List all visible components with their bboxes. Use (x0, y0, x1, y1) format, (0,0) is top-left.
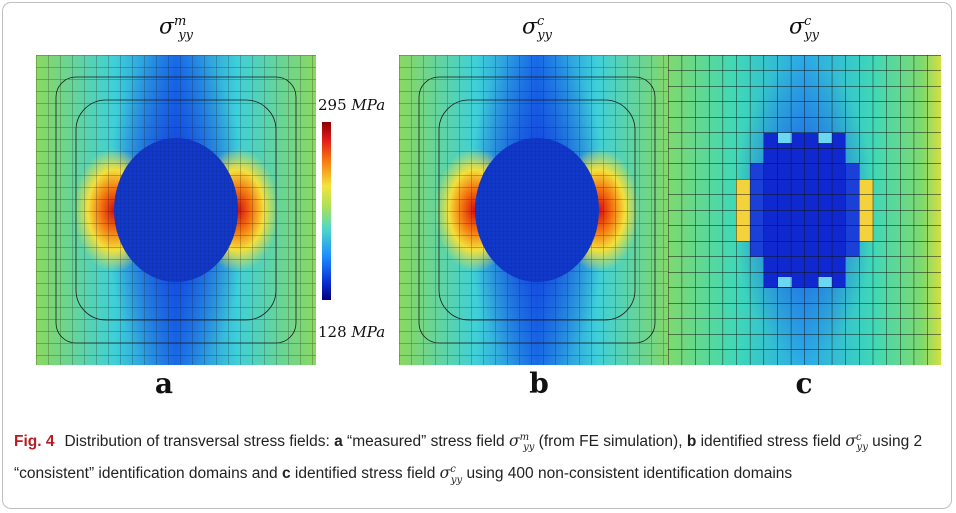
caption-symbol-m: σmyy (508, 432, 535, 454)
panel-b-letter: b (529, 367, 549, 400)
stress-field-plot-c (668, 55, 941, 365)
colorbar (322, 122, 331, 300)
panel-c-letter: c (795, 367, 813, 400)
panel-b-title: σcyy (521, 14, 552, 43)
panel-c-title: σcyy (788, 14, 819, 43)
caption-symbol-c: σcyy (439, 464, 463, 486)
caption-symbol-c: σcyy (845, 432, 868, 454)
panel-a-letter: a (154, 367, 174, 400)
stress-field-plot-a (36, 55, 316, 365)
panel-a-title: σmyy (158, 14, 194, 43)
colorbar-max-label: 295 MPa (318, 96, 386, 114)
figure-number: Fig. 4 (14, 433, 55, 451)
figure-caption: Fig. 4 Distribution of transversal stress… (14, 432, 923, 486)
stress-field-plot-b (399, 55, 675, 365)
colorbar-min-label: 128 MPa (318, 323, 386, 341)
